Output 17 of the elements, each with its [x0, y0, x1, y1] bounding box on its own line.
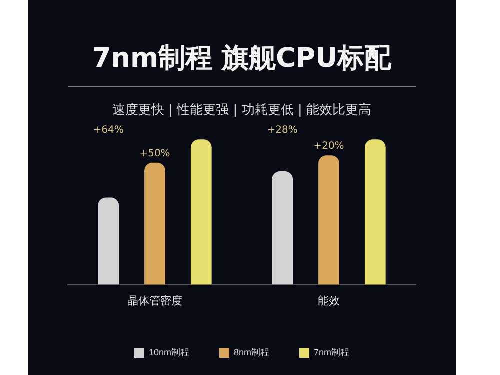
- x-tick-label: 晶体管密度: [128, 294, 182, 308]
- chart-subtitle: 速度更快 | 性能更强 | 功耗更低 | 能效比更高: [112, 102, 372, 119]
- legend-label: 7nm制程: [314, 347, 350, 358]
- chart-title: 7nm制程 旗舰CPU标配: [91, 42, 393, 76]
- legend-label: 8nm制程: [234, 347, 270, 358]
- bar: [272, 172, 294, 285]
- annotation: +20%: [314, 141, 344, 152]
- text: +28%: [267, 125, 298, 136]
- bar: [318, 156, 340, 285]
- legend-label: 10nm制程: [148, 347, 190, 358]
- text: +64%: [93, 125, 124, 136]
- bar: [364, 140, 386, 285]
- bar: [144, 162, 166, 285]
- bar: [190, 140, 212, 285]
- annotation: +50%: [140, 148, 170, 160]
- x-tick-label: 能效: [318, 294, 340, 308]
- bar: [98, 198, 120, 285]
